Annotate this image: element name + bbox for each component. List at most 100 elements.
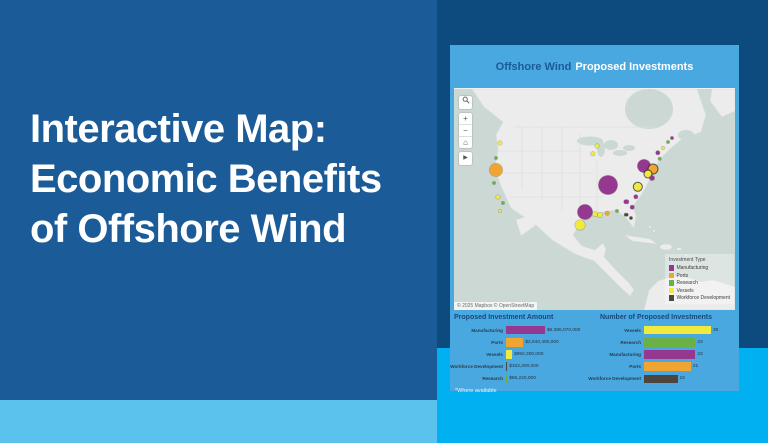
map-pan-button[interactable]: ▶ bbox=[459, 152, 472, 165]
chart-row-label: Research bbox=[453, 376, 506, 381]
map-point-research[interactable] bbox=[494, 156, 498, 159]
map-point-manufacturing[interactable] bbox=[649, 175, 655, 181]
chart-row-label: Vessels bbox=[599, 328, 644, 333]
legend-item-label: Research bbox=[676, 280, 698, 286]
plus-icon: + bbox=[463, 114, 468, 123]
chart-bar[interactable] bbox=[506, 325, 545, 335]
map-point-vessels[interactable] bbox=[590, 151, 595, 156]
chart-row-label: Ports bbox=[453, 340, 506, 345]
map-point-vessels[interactable] bbox=[498, 141, 503, 146]
chart-bar-value: $2,840,400,000 bbox=[525, 339, 559, 345]
map-point-manufacturing[interactable] bbox=[637, 159, 651, 173]
chart-bar[interactable] bbox=[644, 338, 696, 347]
map-search-button[interactable] bbox=[459, 96, 472, 109]
chart-row: Workforce Development 15 bbox=[588, 373, 736, 385]
chart-bar-value: $6,385,070,000 bbox=[547, 327, 581, 333]
map-point-research[interactable] bbox=[615, 209, 619, 213]
chart-bar[interactable] bbox=[644, 374, 678, 384]
chart-row: Manufacturing 23 bbox=[599, 348, 736, 360]
chart-row: Ports 21 bbox=[599, 361, 736, 373]
background-bottom-strip bbox=[0, 400, 437, 443]
chart-row: Research 23 bbox=[599, 336, 736, 348]
map-point-research[interactable] bbox=[492, 181, 496, 185]
chart-row: Workforce Development $102,200,000 bbox=[450, 361, 594, 373]
chart-row-label-text: Ports bbox=[491, 339, 503, 345]
legend-item-label: Manufacturing bbox=[676, 265, 709, 271]
chart-row-label: Research bbox=[599, 340, 644, 345]
legend-item[interactable]: Research bbox=[668, 280, 730, 286]
legend-items: Manufacturing Ports Research Vessels Workfor… bbox=[668, 265, 730, 301]
map-point-vessels[interactable] bbox=[597, 212, 603, 218]
home-button[interactable]: ⌂ bbox=[459, 136, 472, 148]
legend-swatch bbox=[668, 265, 675, 271]
map-point-research[interactable] bbox=[657, 156, 662, 161]
chart-row-label: Vessels bbox=[453, 352, 506, 357]
map-point-manufacturing[interactable] bbox=[630, 205, 634, 209]
legend-swatch bbox=[668, 272, 675, 279]
map-point-ports[interactable] bbox=[648, 164, 658, 174]
map-point-workforce[interactable] bbox=[624, 212, 629, 217]
chart-bar[interactable] bbox=[506, 338, 524, 347]
legend-item[interactable]: Workforce Development bbox=[668, 295, 730, 301]
chart-row: Vessels 30 bbox=[599, 324, 736, 336]
chart-rows: Manufacturing $6,385,070,000 Ports $2,840,4… bbox=[450, 324, 594, 385]
map-point-vessels[interactable] bbox=[592, 211, 597, 217]
map-point-manufacturing[interactable] bbox=[633, 194, 639, 200]
dashboard-header: Offshore Wind Proposed Investments bbox=[450, 45, 739, 88]
chart-bar-value: $992,300,000 bbox=[514, 351, 544, 357]
map-point-vessels[interactable] bbox=[633, 182, 643, 192]
dashboard-title-prefix: Offshore Wind bbox=[495, 60, 572, 73]
map-point-vessels[interactable] bbox=[595, 144, 600, 149]
chart-row-label-text: Research bbox=[620, 339, 641, 345]
chart-row-label-text: Ports bbox=[629, 364, 641, 370]
chart-bar[interactable] bbox=[644, 350, 696, 359]
map-point-vessels[interactable] bbox=[498, 209, 502, 213]
chart-bar[interactable] bbox=[506, 350, 513, 359]
map[interactable]: + − ⌂ ▶ Investment Type Manufacturing Por… bbox=[454, 88, 735, 310]
zoom-out-button[interactable]: − bbox=[459, 124, 472, 136]
map-point-vessels[interactable] bbox=[661, 146, 665, 150]
map-point-research[interactable] bbox=[501, 201, 505, 205]
chart-proposed-investment-amount: Proposed Investment Amount Manufacturing… bbox=[450, 313, 594, 394]
map-zoom-group: + − ⌂ bbox=[459, 113, 472, 148]
legend-item[interactable]: Ports bbox=[668, 272, 730, 279]
chart-row-label-text: Manufacturing bbox=[471, 327, 503, 333]
legend-swatch bbox=[668, 295, 675, 301]
map-point-ports[interactable] bbox=[605, 211, 609, 215]
chart-bar[interactable] bbox=[644, 362, 691, 371]
chart-bar[interactable] bbox=[506, 374, 508, 384]
legend-item[interactable]: Vessels bbox=[668, 288, 730, 294]
map-point-manufacturing[interactable] bbox=[670, 136, 674, 140]
map-point-workforce[interactable] bbox=[629, 216, 633, 220]
chart-bar-value: $86,220,000 bbox=[509, 376, 536, 382]
chart-row-label-text: Vessels bbox=[486, 351, 503, 357]
minus-icon: − bbox=[463, 126, 468, 135]
map-point-manufacturing[interactable] bbox=[624, 199, 629, 205]
chart-bar[interactable] bbox=[644, 325, 711, 335]
map-point-vessels[interactable] bbox=[496, 195, 501, 200]
zoom-in-button[interactable]: + bbox=[459, 113, 472, 124]
map-point-manufacturing[interactable] bbox=[598, 175, 618, 195]
legend-item-label: Ports bbox=[676, 272, 689, 279]
map-basemap bbox=[454, 89, 735, 310]
chart-rows: Vessels 30 Research 23 Manufacturing 23 Ports 2… bbox=[588, 324, 736, 385]
chart-bar[interactable] bbox=[506, 362, 508, 371]
map-point-research[interactable] bbox=[666, 140, 670, 144]
chart-bar-value: 15 bbox=[679, 376, 685, 382]
map-point-manufacturing[interactable] bbox=[655, 150, 660, 155]
map-point-vessels[interactable] bbox=[574, 220, 585, 231]
chart-row-label: Ports bbox=[599, 364, 644, 369]
chart-row: Research $86,220,000 bbox=[453, 373, 594, 385]
chart-row-label: Manufacturing bbox=[453, 328, 506, 333]
chart-row-label-text: Manufacturing bbox=[609, 351, 641, 357]
map-point-vessels[interactable] bbox=[644, 170, 652, 178]
map-points-layer bbox=[454, 89, 735, 310]
hero-title-line2: Economic Benefits bbox=[30, 157, 382, 201]
chart-bar-value: 30 bbox=[713, 327, 719, 333]
map-point-manufacturing[interactable] bbox=[577, 204, 593, 220]
chart-row-label-text: Vessels bbox=[624, 327, 641, 333]
map-point-ports[interactable] bbox=[489, 163, 503, 177]
home-icon: ⌂ bbox=[463, 138, 468, 147]
legend-item[interactable]: Manufacturing bbox=[668, 265, 730, 271]
